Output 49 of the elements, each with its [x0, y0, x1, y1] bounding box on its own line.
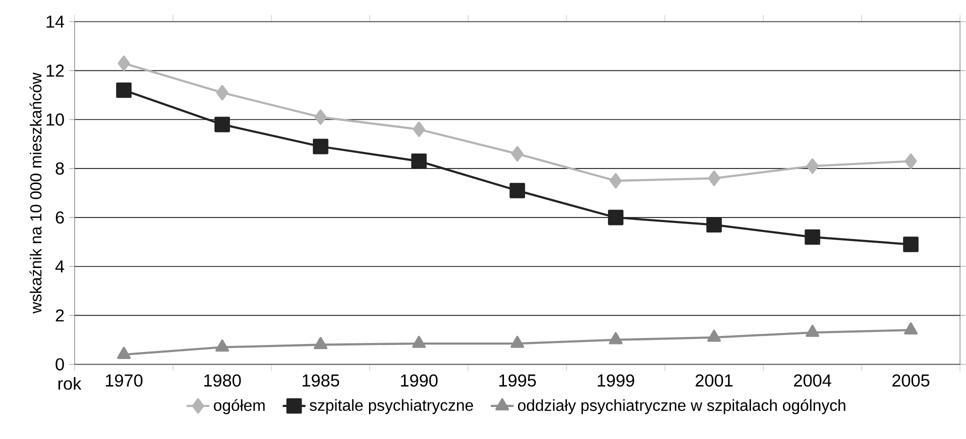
- point: [708, 170, 720, 186]
- point: [806, 324, 820, 337]
- point: [412, 336, 426, 348]
- point: [117, 346, 131, 359]
- x-tick-label: 1970: [106, 374, 142, 387]
- point: [412, 122, 426, 138]
- point: [510, 182, 526, 198]
- point: [314, 109, 327, 125]
- point: [116, 82, 132, 98]
- y-tick-label: 8: [56, 162, 64, 175]
- y-axis-title: wskaźnik na 10 000 mieszkańców: [30, 72, 42, 314]
- point: [118, 56, 130, 72]
- point: [510, 336, 524, 348]
- point: [215, 339, 230, 352]
- point: [904, 153, 917, 169]
- x-tick-label: 1990: [401, 374, 438, 387]
- point: [314, 337, 328, 350]
- point: [804, 229, 820, 245]
- point: [706, 217, 722, 233]
- point: [806, 158, 819, 174]
- x-tick-label: 1999: [598, 374, 634, 387]
- x-tick-label: 1985: [302, 374, 340, 387]
- y-tick-label: 12: [46, 64, 64, 77]
- point: [511, 146, 524, 162]
- y-tick-label: 2: [56, 309, 64, 322]
- x-tick-label: 2005: [892, 374, 930, 387]
- point: [707, 330, 721, 342]
- legend-label: szpitale psychiatryczne: [310, 399, 473, 414]
- y-tick-label: 0: [56, 358, 64, 370]
- point: [608, 332, 623, 344]
- y-tick-label: 6: [56, 211, 64, 224]
- point: [904, 322, 918, 334]
- legend-label: ogółem: [214, 399, 265, 414]
- point: [216, 84, 228, 100]
- point: [903, 236, 919, 252]
- y-tick-label: 10: [46, 113, 64, 126]
- y-tick-label: 4: [55, 260, 64, 272]
- legend-label: oddziały psychiatryczne w szpitalach ogólnych: [518, 399, 846, 414]
- x-tick-label: 1980: [204, 374, 241, 387]
- point: [214, 116, 230, 132]
- x-tick-label: 2004: [794, 374, 832, 387]
- x-axis-title: rok: [58, 377, 82, 390]
- x-tick-label: 2001: [696, 374, 733, 387]
- point: [411, 153, 427, 169]
- point: [608, 210, 624, 226]
- point: [312, 138, 328, 154]
- point: [610, 173, 622, 188]
- x-tick-label: 1995: [499, 374, 536, 387]
- y-tick-label: 14: [46, 16, 64, 28]
